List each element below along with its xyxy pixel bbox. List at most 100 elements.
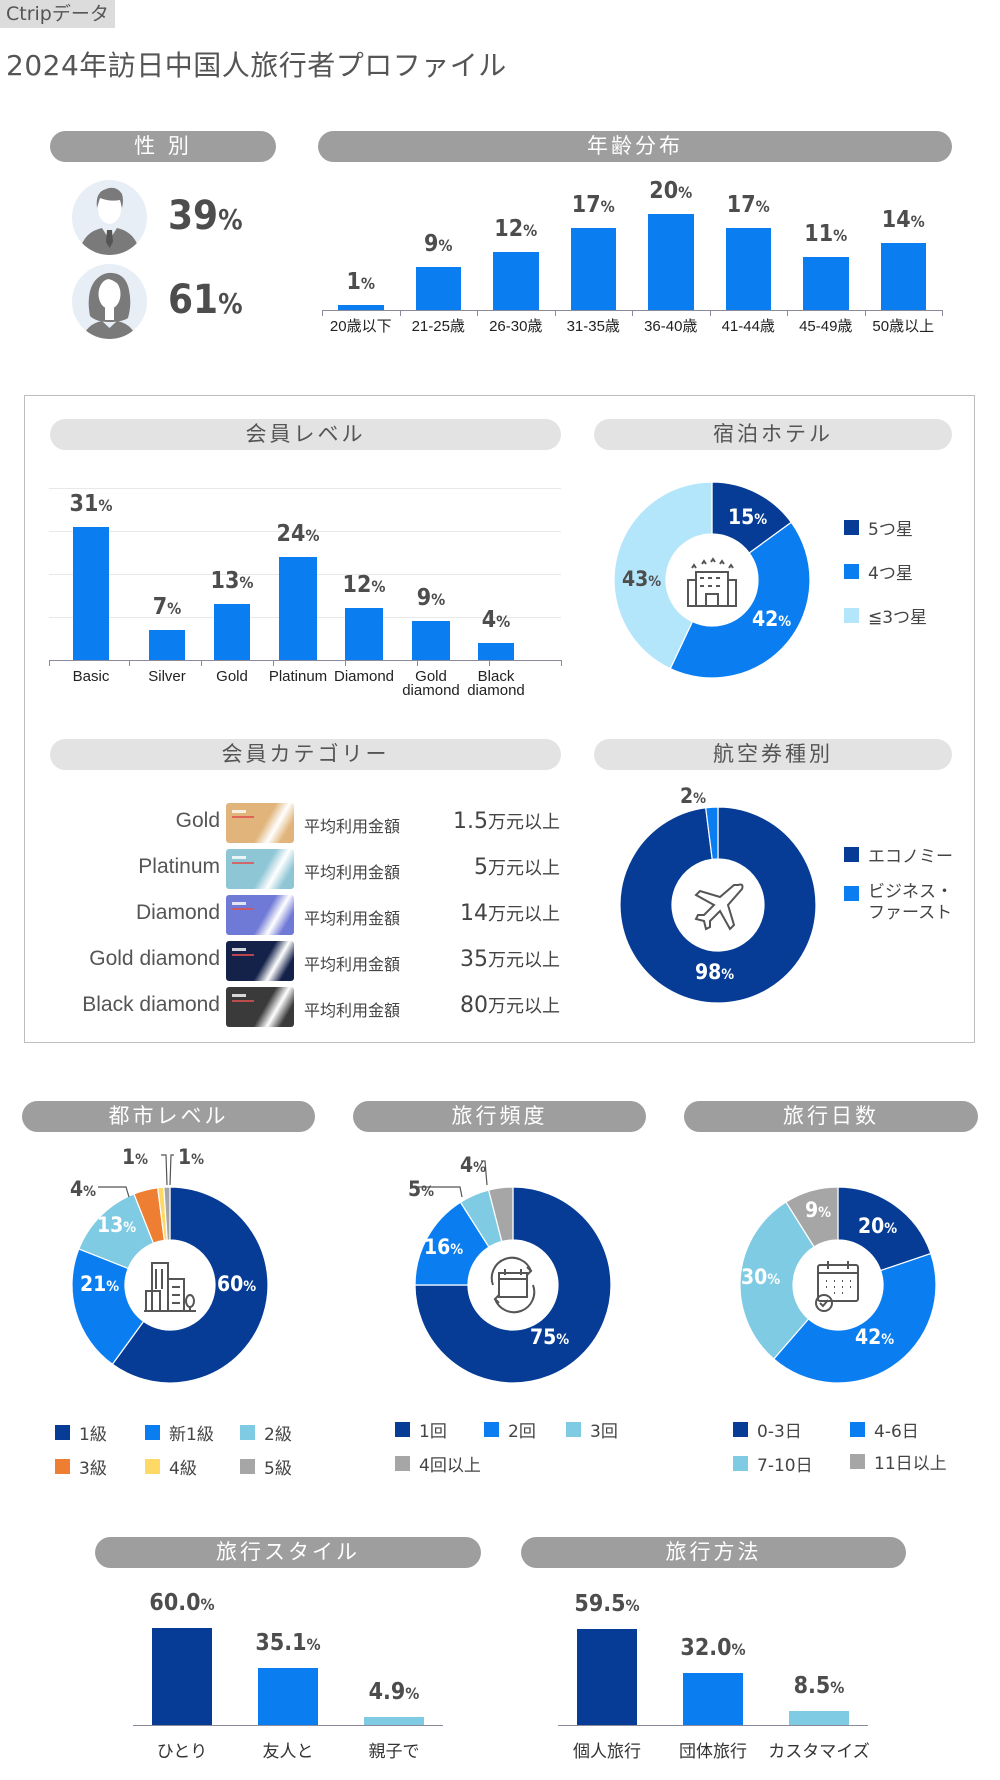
legend-swatch bbox=[145, 1459, 160, 1474]
legend-label: 4-6日 bbox=[874, 1422, 919, 1442]
average-spend-amount: 80万元以上 bbox=[460, 993, 560, 1018]
x-axis bbox=[558, 1725, 868, 1726]
flight-section-title: 航空券種別 bbox=[594, 739, 952, 770]
donut-segment bbox=[71, 1248, 145, 1366]
donut-segment bbox=[739, 1201, 815, 1360]
member-level-bar-value: 7% bbox=[152, 593, 182, 620]
style-bar bbox=[152, 1627, 212, 1725]
legend-label: 0-3日 bbox=[757, 1422, 802, 1442]
member-level-bar-value: 9% bbox=[416, 585, 446, 612]
axis-tick bbox=[477, 310, 478, 316]
legend-label: エコノミー bbox=[868, 847, 953, 867]
member-level-bar bbox=[279, 556, 317, 660]
axis-tick bbox=[129, 660, 130, 666]
legend-label: 2級 bbox=[264, 1425, 292, 1445]
segment-value-label: 15% bbox=[728, 505, 768, 529]
member-level-bar bbox=[73, 526, 109, 660]
member-category-row: Gold diamond 平均利用金額 35万元以上 bbox=[40, 941, 560, 981]
segment-value-label: 98% bbox=[695, 960, 735, 984]
member-category-row: Gold 平均利用金額 1.5万元以上 bbox=[40, 803, 560, 843]
member-card-image bbox=[226, 803, 294, 843]
segment-value-label: 9% bbox=[805, 1198, 832, 1222]
legend-item: 2回 bbox=[484, 1417, 536, 1442]
member-card-image bbox=[226, 895, 294, 935]
age-bar bbox=[880, 242, 926, 310]
segment-value-label: 5% bbox=[408, 1177, 435, 1201]
average-spend-label: 平均利用金額 bbox=[304, 909, 401, 928]
method-section-title: 旅行方法 bbox=[521, 1537, 906, 1568]
member-level-bar bbox=[149, 629, 185, 660]
city-donut-chart: 60% 21% 13% 4% 1% 1% 1級 新1級 2級 3級 4級 5級 bbox=[40, 1145, 300, 1479]
legend-item: 11日以上 bbox=[850, 1449, 947, 1474]
legend-item: 7-10日 bbox=[733, 1451, 813, 1476]
segment-value-label: 4% bbox=[460, 1153, 487, 1177]
method-category-label: 団体旅行 bbox=[679, 1742, 747, 1762]
city-buildings-icon bbox=[144, 1262, 196, 1312]
legend-label: 4回以上 bbox=[419, 1456, 481, 1476]
legend-item: 4つ星 bbox=[844, 559, 913, 584]
average-spend-amount: 1.5万元以上 bbox=[453, 809, 560, 834]
axis-tick bbox=[709, 310, 711, 316]
segment-value-label: 42% bbox=[855, 1325, 895, 1349]
legend-label: 4つ星 bbox=[868, 564, 913, 584]
male-percentage: 39% bbox=[168, 193, 243, 239]
segment-value-label: 13% bbox=[97, 1213, 137, 1237]
member-tier-name: Platinum bbox=[138, 855, 220, 878]
age-category-label: 36-40歳 bbox=[644, 318, 698, 335]
legend-swatch bbox=[844, 886, 859, 901]
age-bar bbox=[493, 252, 539, 310]
member-level-category-label: Silver bbox=[148, 668, 186, 685]
age-bar bbox=[725, 228, 771, 310]
legend-swatch bbox=[145, 1425, 160, 1440]
style-bar-value: 4.9% bbox=[368, 1679, 420, 1706]
donut-segment bbox=[111, 1186, 269, 1384]
legend-item: 0-3日 bbox=[733, 1417, 802, 1442]
member-level-bar-value: 13% bbox=[210, 568, 254, 595]
member-category-row: Black diamond 平均利用金額 80万元以上 bbox=[40, 987, 560, 1027]
axis-tick bbox=[942, 310, 943, 316]
member-level-bar bbox=[478, 642, 514, 660]
method-bar bbox=[683, 1673, 743, 1725]
member-level-category-label: Diamond bbox=[333, 668, 395, 685]
legend-swatch bbox=[395, 1422, 410, 1437]
age-bar-value: 17% bbox=[571, 192, 615, 219]
hotel-donut-chart: 15% 42% 43% 5つ星 4つ星 ≦3つ星 bbox=[600, 475, 970, 685]
style-bar bbox=[364, 1717, 424, 1725]
legend-label: 1回 bbox=[419, 1422, 447, 1442]
legend-label: 5つ星 bbox=[868, 520, 913, 540]
card-logo bbox=[232, 856, 246, 859]
legend-item: 2級 bbox=[240, 1420, 292, 1445]
average-spend-label: 平均利用金額 bbox=[304, 863, 401, 882]
method-category-label: 個人旅行 bbox=[573, 1742, 641, 1762]
age-bar-value: 1% bbox=[346, 269, 376, 296]
legend-item: 5級 bbox=[240, 1454, 292, 1479]
method-bar-value: 32.0% bbox=[680, 1635, 746, 1662]
member-level-bar-value: 4% bbox=[481, 606, 511, 633]
donut-segment bbox=[163, 1186, 171, 1241]
average-spend-label: 平均利用金額 bbox=[304, 1001, 401, 1020]
member-card-image bbox=[226, 941, 294, 981]
legend-label: 2回 bbox=[508, 1422, 536, 1442]
legend-label: 新1級 bbox=[169, 1425, 214, 1445]
age-bar bbox=[570, 228, 616, 310]
age-category-label: 21-25歳 bbox=[411, 318, 465, 335]
axis-tick bbox=[554, 310, 556, 316]
airplane-icon bbox=[694, 883, 744, 931]
legend-swatch bbox=[55, 1425, 70, 1440]
average-spend-amount: 14万元以上 bbox=[460, 901, 560, 926]
axis-tick bbox=[322, 310, 323, 316]
age-bar-value: 20% bbox=[649, 178, 693, 204]
axis-tick bbox=[417, 660, 418, 666]
member-category-row: Platinum 平均利用金額 5万元以上 bbox=[40, 849, 560, 889]
donut-svg bbox=[414, 1160, 612, 1384]
legend-item: 新1級 bbox=[145, 1420, 214, 1445]
card-logo bbox=[232, 994, 246, 997]
legend-swatch bbox=[566, 1422, 581, 1437]
legend-item: 4回以上 bbox=[395, 1451, 481, 1476]
donut-svg bbox=[613, 481, 811, 679]
card-stripe bbox=[232, 1000, 254, 1002]
leader-line bbox=[161, 1154, 168, 1186]
donut-segment bbox=[414, 1186, 612, 1384]
member-card-image bbox=[226, 849, 294, 889]
age-section-title: 年齢分布 bbox=[318, 131, 952, 162]
